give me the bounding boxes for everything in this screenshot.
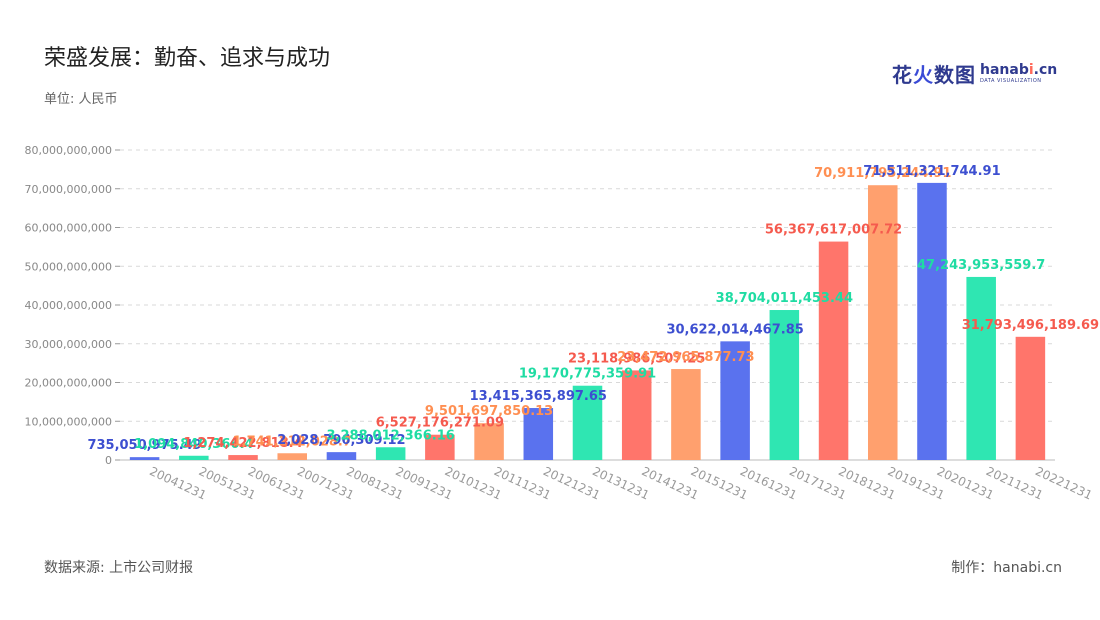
data-label: 23,118,986,507.25 xyxy=(568,351,705,366)
maker-credit: 制作：hanabi.cn xyxy=(951,560,1062,576)
logo-cn-part2: 火 xyxy=(913,62,934,87)
chart-title: 荣盛发展：勤奋、追求与成功 xyxy=(44,46,331,71)
y-tick-label: 30,000,000,000 xyxy=(25,338,112,351)
logo-en-text: hanabi.cn DATA VISUALIZATION xyxy=(980,63,1057,84)
logo-en-main: hanabi.cn xyxy=(980,63,1057,77)
bar xyxy=(523,408,554,460)
bar xyxy=(179,455,209,460)
data-label: 47,243,953,559.7 xyxy=(917,258,1045,273)
logo-cn-part1: 花 xyxy=(892,62,913,87)
y-tick-label: 0 xyxy=(105,454,112,467)
bar xyxy=(621,370,652,460)
data-label: 735,050,975.49 xyxy=(87,438,201,453)
y-axis-ticks: 0 10,000,000,000 20,000,000,000 30,000,000,… xyxy=(25,144,120,467)
data-source: 数据来源: 上市公司财报 xyxy=(44,560,194,576)
bar xyxy=(769,310,800,460)
y-tick-label: 70,000,000,000 xyxy=(25,183,112,196)
y-tick-label: 40,000,000,000 xyxy=(25,299,112,312)
data-label: 19,170,775,359.91 xyxy=(519,367,656,382)
bar xyxy=(129,457,160,460)
data-label: 9,501,697,850.13 xyxy=(425,404,553,419)
data-label: 70,911,795,244.91 xyxy=(814,166,951,181)
logo-en-sub: DATA VISUALIZATION xyxy=(980,77,1042,84)
bar xyxy=(966,276,996,460)
data-label: 56,367,617,007.72 xyxy=(765,223,902,238)
y-tick-label: 20,000,000,000 xyxy=(25,377,112,390)
logo-en-b: .cn xyxy=(1033,61,1058,78)
data-label: 30,622,014,467.85 xyxy=(666,322,803,337)
bar xyxy=(375,447,406,460)
logo-cn-part3: 数图 xyxy=(934,62,976,87)
bar xyxy=(425,434,455,460)
data-label: 2,028,796,309.12 xyxy=(277,433,405,448)
data-label: 6,527,176,271.09 xyxy=(376,416,504,431)
data-label: 1,274,422,818.4 xyxy=(183,436,302,451)
data-label: 71,511,321,744.91 xyxy=(863,164,1000,179)
data-label: 23,472,965,877.73 xyxy=(617,350,754,365)
data-label: 38,704,011,453.44 xyxy=(716,291,853,306)
data-label: 3,288,012,366.16 xyxy=(327,428,455,443)
bar xyxy=(818,241,849,460)
data-label: 13,415,365,897.65 xyxy=(470,389,607,404)
bar xyxy=(228,455,258,460)
brand-logo: 花火数图 hanabi.cn DATA VISUALIZATION xyxy=(892,58,1057,88)
unit-label: 单位: 人民币 xyxy=(44,92,118,107)
x-axis-ticks: 2004123120051231200612312007123120081231… xyxy=(147,464,1094,503)
data-label: 1,094,840,366.4 xyxy=(134,437,253,452)
x-tick-label: 20221231 xyxy=(1033,464,1094,503)
y-tick-label: 10,000,000,000 xyxy=(25,415,112,428)
bar xyxy=(868,185,898,460)
y-tick-label: 60,000,000,000 xyxy=(25,222,112,235)
logo-cn-text: 花火数图 xyxy=(892,59,976,88)
bar xyxy=(277,453,307,460)
data-labels: 735,050,975.491,094,840,366.41,274,422,8… xyxy=(87,164,1099,453)
bar xyxy=(572,385,603,460)
bar xyxy=(1015,336,1046,460)
bar xyxy=(917,182,947,461)
bar xyxy=(474,423,504,460)
y-tick-label: 50,000,000,000 xyxy=(25,260,112,273)
y-tick-label: 80,000,000,000 xyxy=(25,144,112,157)
bar xyxy=(671,369,701,460)
bar xyxy=(720,341,750,460)
logo-en-dot: i xyxy=(1028,61,1034,78)
data-label: 31,793,496,189.69 xyxy=(962,318,1099,333)
bar xyxy=(326,452,357,460)
bars xyxy=(129,182,1046,461)
data-label: 1,741,212,028.7 xyxy=(233,434,352,449)
logo-en-a: hanab xyxy=(980,61,1029,78)
